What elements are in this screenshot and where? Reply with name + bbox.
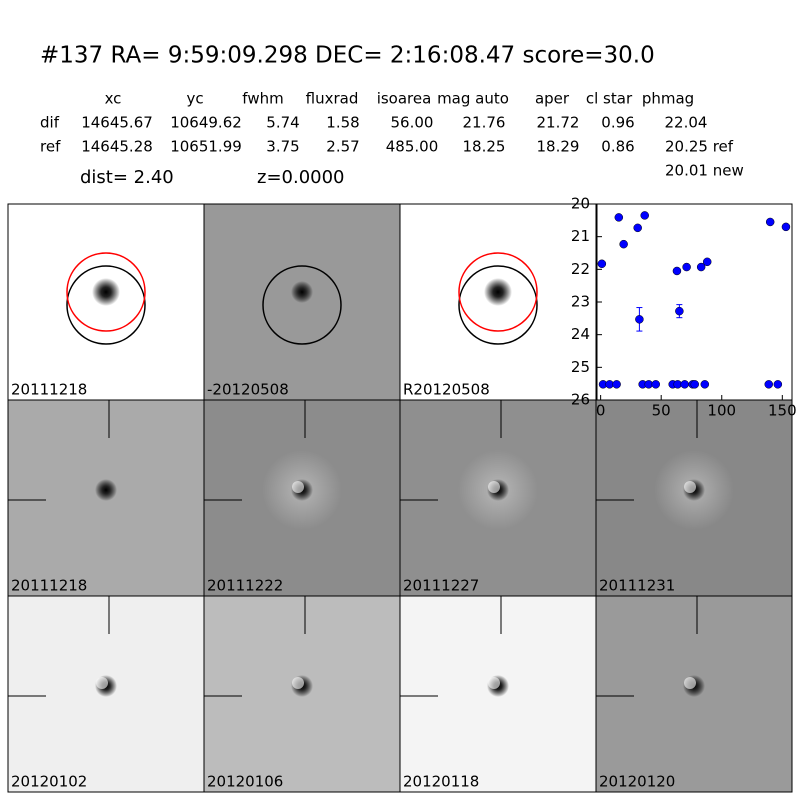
- point: [614, 213, 624, 222]
- point: [764, 380, 773, 389]
- ring: [684, 481, 696, 493]
- cell: 21.76: [463, 114, 506, 132]
- cell: 485.00: [386, 138, 439, 156]
- column-header: phmag: [642, 90, 694, 108]
- stamp-label: 20111222: [207, 577, 283, 595]
- cell: 14645.67: [81, 114, 153, 132]
- column-header: fwhm: [242, 90, 283, 108]
- ring: [292, 677, 304, 689]
- y-tick-label: 23: [571, 293, 590, 311]
- stamp-label: 20111218: [11, 381, 87, 399]
- aperture: [458, 252, 538, 332]
- cell: 18.25: [463, 138, 506, 156]
- stamp-label: 20120106: [207, 773, 283, 791]
- cell: 2.57: [326, 138, 359, 156]
- cell: 1.58: [326, 114, 359, 132]
- title: #137 RA= 9:59:09.298 DEC= 2:16:08.47 sco…: [40, 43, 655, 69]
- point: [700, 380, 710, 389]
- x-tick-label: 50: [652, 402, 671, 420]
- aperture: [66, 252, 146, 332]
- y-tick-label: 22: [571, 260, 590, 278]
- row-label: ref: [40, 138, 61, 156]
- aperture: [458, 265, 538, 345]
- point: [702, 257, 712, 267]
- ring: [488, 481, 500, 493]
- point: [651, 380, 660, 389]
- cell: 14645.28: [81, 138, 153, 156]
- column-header: fluxrad: [306, 90, 359, 108]
- point: [682, 262, 691, 272]
- stamp-label: 20120118: [403, 773, 479, 791]
- x-tick-label: 150: [768, 402, 797, 420]
- ring: [488, 677, 500, 689]
- point: [680, 380, 689, 389]
- column-header: yc: [186, 90, 203, 108]
- ring: [684, 677, 696, 689]
- extra-mag: 20.01 new: [665, 162, 744, 180]
- cell: 10651.99: [170, 138, 242, 156]
- point: [635, 315, 644, 324]
- stamp-label: -20120508: [207, 381, 289, 399]
- stamp-label: 20120120: [599, 773, 675, 791]
- source: [95, 479, 117, 501]
- stamp-label: R20120508: [403, 381, 490, 399]
- cell: 18.29: [537, 138, 580, 156]
- point: [619, 239, 628, 249]
- point: [690, 380, 699, 389]
- cell: 22.04: [665, 114, 708, 132]
- cell: 3.75: [266, 138, 299, 156]
- column-header: mag auto: [437, 90, 509, 108]
- source: [484, 278, 512, 306]
- point: [765, 217, 775, 227]
- point: [612, 380, 621, 389]
- column-header: cl star: [586, 90, 633, 108]
- aperture: [66, 265, 146, 345]
- cell: 0.86: [601, 138, 634, 156]
- column-header: aper: [535, 90, 570, 108]
- point: [773, 380, 783, 389]
- stamp-label: 20111227: [403, 577, 479, 595]
- plot-area: [596, 203, 793, 401]
- x-tick-label: 0: [596, 402, 606, 420]
- source: [291, 281, 313, 303]
- x-tick-label: 100: [707, 402, 736, 420]
- redshift: z=0.0000: [257, 167, 345, 188]
- ring: [292, 481, 304, 493]
- y-tick-label: 24: [571, 325, 590, 343]
- point: [781, 222, 791, 232]
- ring: [96, 677, 108, 689]
- column-header: xc: [105, 90, 122, 108]
- y-tick-label: 21: [571, 227, 590, 245]
- stamp-label: 20111231: [599, 577, 675, 595]
- column-header: isoarea: [377, 90, 432, 108]
- dist: dist= 2.40: [80, 167, 174, 188]
- point: [640, 211, 649, 220]
- aperture: [262, 265, 342, 345]
- point: [696, 262, 706, 272]
- cell: 10649.62: [170, 114, 242, 132]
- cell: 5.74: [266, 114, 299, 132]
- point: [675, 306, 684, 316]
- stamp-label: 20120102: [11, 773, 87, 791]
- cell: 56.00: [391, 114, 434, 132]
- point: [597, 259, 607, 269]
- cell: 21.72: [537, 114, 580, 132]
- point: [672, 266, 682, 276]
- cell: 0.96: [601, 114, 634, 132]
- row-label: dif: [40, 114, 60, 132]
- y-tick-label: 25: [571, 358, 590, 376]
- stamp-label: 20111218: [11, 577, 87, 595]
- cell: 20.25 ref: [665, 138, 734, 156]
- y-tick-label: 26: [571, 391, 590, 409]
- point: [633, 223, 642, 233]
- y-tick-label: 20: [571, 195, 590, 213]
- source: [92, 278, 120, 306]
